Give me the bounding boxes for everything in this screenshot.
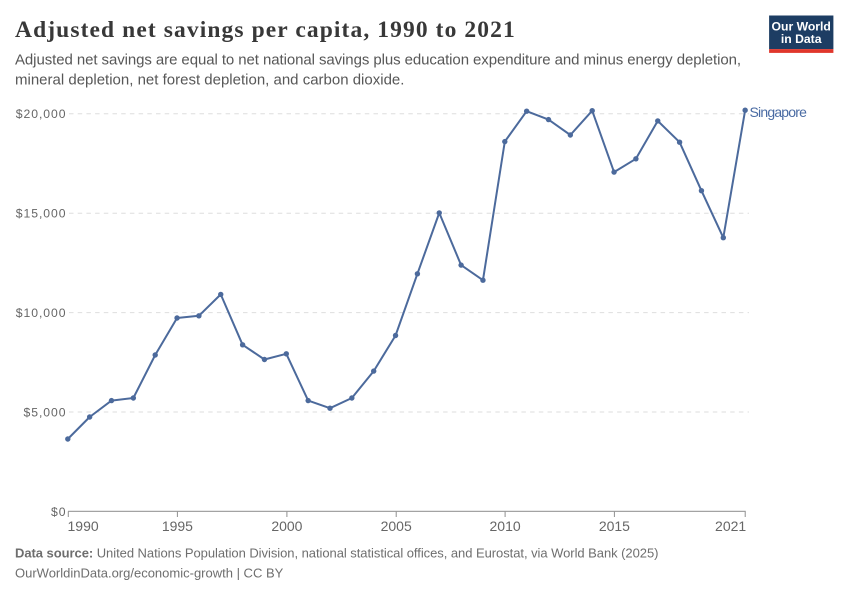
svg-text:in Data: in Data [781,32,822,46]
svg-text:Data source: United Nations Po: Data source: United Nations Population D… [15,545,658,560]
svg-text:2005: 2005 [381,518,412,534]
svg-text:$0: $0 [51,505,66,519]
svg-text:1990: 1990 [68,518,99,534]
svg-text:Adjusted net savings are equal: Adjusted net savings are equal to net na… [15,51,741,68]
svg-text:2010: 2010 [490,518,521,534]
svg-text:$5,000: $5,000 [24,405,67,419]
svg-text:$20,000: $20,000 [16,107,67,121]
svg-text:2015: 2015 [599,518,630,534]
svg-text:$15,000: $15,000 [16,207,67,221]
svg-text:1995: 1995 [162,518,193,534]
svg-text:mineral depletion, net forest: mineral depletion, net forest depletion,… [15,71,404,88]
svg-text:Adjusted net savings per capit: Adjusted net savings per capita, 1990 to… [15,17,516,43]
svg-text:OurWorldinData.org/economic-gr: OurWorldinData.org/economic-growth | CC … [15,566,284,581]
svg-text:Our World: Our World [772,20,831,34]
svg-text:$10,000: $10,000 [16,306,67,320]
svg-text:2021: 2021 [715,518,746,534]
svg-text:2000: 2000 [271,518,302,534]
svg-text:Singapore: Singapore [750,104,808,120]
